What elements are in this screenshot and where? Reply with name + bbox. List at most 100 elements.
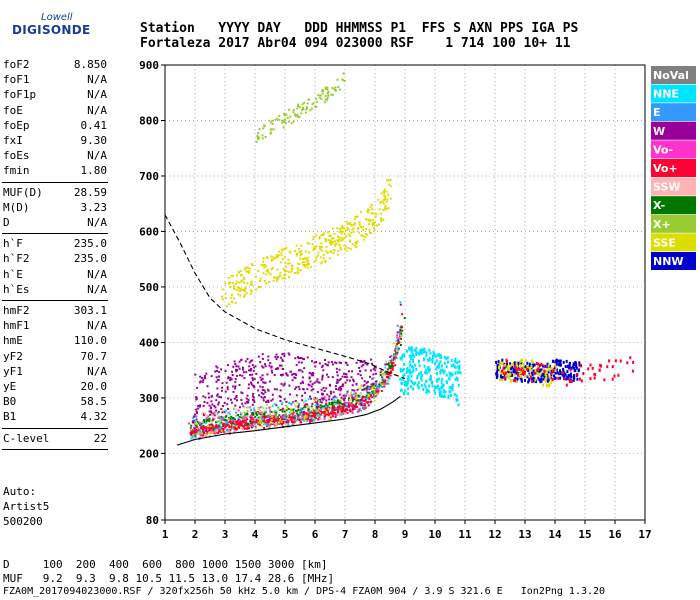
echo-point [247, 422, 250, 425]
panel-separator [2, 300, 108, 301]
echo-point [196, 426, 199, 429]
echo-point [400, 369, 402, 373]
echo-point [290, 270, 293, 273]
echo-point [519, 374, 522, 378]
echo-point [355, 393, 358, 396]
echo-point [279, 274, 282, 277]
echo-point [582, 372, 585, 375]
echo-point [405, 370, 408, 374]
param-value: 4.32 [80, 410, 108, 424]
param-row: B0 58.5 [3, 395, 107, 410]
echo-point [259, 419, 262, 422]
echo-point [210, 375, 213, 378]
echo-point [322, 257, 325, 260]
y-tick-label: 600 [139, 225, 159, 238]
echo-point [282, 126, 285, 129]
echo-point [234, 282, 237, 285]
echo-point [310, 265, 313, 268]
echo-point [310, 107, 313, 110]
echo-point [221, 298, 224, 301]
echo-point [572, 375, 575, 379]
echo-point [283, 355, 286, 357]
param-name: h`E [3, 267, 23, 281]
echo-point [252, 413, 255, 416]
echo-point [193, 419, 196, 422]
echo-point [270, 259, 273, 262]
echo-point [423, 383, 426, 387]
echo-point [251, 359, 254, 362]
echo-point [252, 398, 254, 401]
echo-point [335, 396, 338, 399]
echo-point [438, 391, 441, 395]
echo-point [351, 370, 354, 373]
echo-point [457, 383, 460, 387]
echo-point [229, 410, 232, 413]
echo-point [262, 412, 265, 415]
echo-point [531, 373, 534, 377]
param-row: yE 20.0 [3, 380, 107, 395]
echo-point [294, 399, 297, 402]
echo-point [526, 361, 529, 365]
echo-point [270, 399, 273, 402]
echo-point [276, 356, 279, 359]
echo-point [509, 362, 512, 366]
echo-point [269, 409, 272, 412]
echo-point [193, 426, 196, 429]
echo-point [276, 416, 279, 419]
echo-point [278, 250, 281, 253]
echo-point [322, 387, 325, 389]
echo-point [277, 422, 280, 425]
param-name: h`F2 [3, 252, 30, 266]
echo-point [530, 377, 533, 381]
echo-point [336, 378, 339, 381]
echo-point [270, 417, 273, 420]
echo-point [331, 404, 334, 407]
echo-point [338, 407, 341, 410]
echo-point [293, 411, 296, 414]
echo-point [337, 401, 339, 404]
echo-point [423, 347, 426, 351]
echo-point [425, 391, 428, 395]
echo-point [258, 128, 261, 131]
echo-point [339, 389, 342, 392]
echo-point [201, 412, 204, 415]
echo-point [206, 385, 209, 388]
echo-point [308, 384, 311, 387]
echo-point [234, 387, 236, 390]
echo-point [262, 381, 265, 384]
echo-point [308, 251, 311, 254]
echo-point [284, 408, 287, 411]
echo-point [339, 385, 342, 388]
echo-point [250, 425, 253, 428]
echo-point [441, 368, 444, 372]
echo-point [357, 395, 360, 398]
echo-point [383, 198, 386, 201]
echo-point [349, 235, 352, 237]
echo-point [517, 373, 520, 377]
param-name: MUF(D) [3, 185, 43, 199]
echo-point [208, 404, 211, 407]
echo-point [309, 380, 312, 383]
echo-point [292, 408, 295, 411]
echo-point [339, 399, 342, 402]
echo-point [351, 389, 354, 392]
echo-point [242, 421, 245, 424]
echo-point [371, 396, 374, 399]
echo-point [360, 234, 363, 237]
echo-point [232, 365, 235, 368]
echo-point [315, 403, 318, 406]
echo-point [283, 383, 286, 386]
auto-label: Auto: [3, 485, 37, 498]
echo-point [458, 360, 461, 364]
echo-point [290, 122, 293, 125]
legend-label: NNW [653, 255, 684, 268]
echo-point [210, 420, 213, 423]
echo-point [231, 275, 234, 278]
echo-point [401, 369, 404, 372]
echo-point [497, 360, 500, 364]
echo-point [435, 359, 438, 363]
header-values: Fortaleza 2017 Abr04 094 023000 RSF 1 71… [140, 36, 571, 51]
echo-point [275, 254, 278, 257]
param-value: 0.41 [80, 118, 108, 132]
echo-point [557, 363, 560, 367]
